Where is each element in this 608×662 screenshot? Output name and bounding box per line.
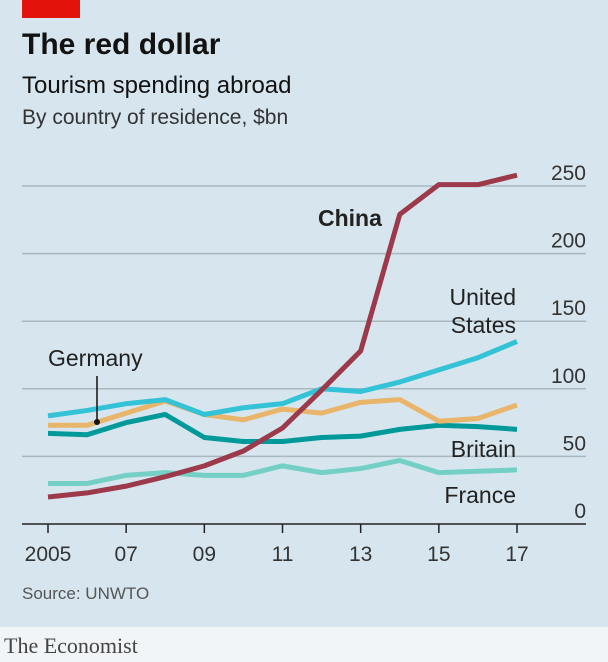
series-line-france <box>48 457 518 486</box>
y-tick-label: 250 <box>551 162 586 185</box>
x-tick-label: 15 <box>427 543 450 566</box>
label-britain: Britain <box>451 436 516 462</box>
y-tick-label: 150 <box>551 297 586 320</box>
chart-panel: The red dollar Tourism spending abroad B… <box>0 0 608 627</box>
footer: The Economist <box>0 627 608 662</box>
label-united-states: States <box>451 312 516 338</box>
germany-pointer-dot <box>94 419 100 425</box>
x-tick-label: 07 <box>114 543 137 566</box>
y-tick-label: 100 <box>551 365 586 388</box>
y-tick-label: 0 <box>574 500 586 523</box>
economist-logo: The Economist <box>4 633 138 658</box>
y-tick-label: 50 <box>563 432 586 455</box>
series-line-united-states <box>47 339 518 419</box>
x-tick-label: 2005 <box>25 543 72 566</box>
brand-red-tag <box>22 0 80 18</box>
x-tick-label: 09 <box>193 543 216 566</box>
x-tick-label: 11 <box>272 543 294 566</box>
label-united-states: United <box>450 284 516 310</box>
line-chart: 0 50 100 150 200 250 2005 07 09 11 13 15 17 China Unit… <box>22 162 586 566</box>
label-germany: Germany <box>48 345 143 371</box>
y-tick-label: 200 <box>551 230 586 253</box>
series-line-germany <box>48 397 518 428</box>
y-axis-label: By country of residence, $bn <box>22 106 289 129</box>
series-line-china <box>47 172 518 500</box>
x-tick-label: 17 <box>505 543 528 566</box>
label-france: France <box>444 482 516 508</box>
x-tick-label: 13 <box>349 543 372 566</box>
label-china: China <box>318 205 382 231</box>
chart-title: The red dollar <box>22 28 221 61</box>
series-line-britain <box>47 411 518 445</box>
source-note: Source: UNWTO <box>22 584 150 603</box>
chart-subtitle: Tourism spending abroad <box>22 72 292 99</box>
